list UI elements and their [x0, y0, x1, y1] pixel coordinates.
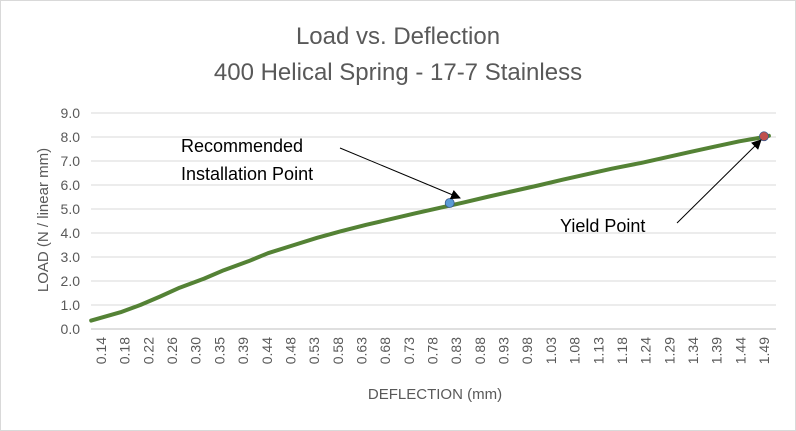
x-tick-label: 0.83: [448, 337, 464, 364]
x-tick-label: 0.22: [140, 337, 156, 364]
x-tick-label: 0.53: [306, 337, 322, 364]
annotation-recommended-line2: Installation Point: [181, 164, 313, 184]
annotation-recommended-arrow: [339, 147, 461, 200]
y-tick-labels: 0.0 1.0 2.0 3.0 4.0 5.0 6.0 7.0 8.0 9.0: [61, 105, 81, 337]
x-tick-label: 1.13: [590, 337, 606, 364]
y-tick-label: 0.0: [61, 321, 81, 337]
x-tick-label: 1.49: [756, 337, 772, 364]
x-tick-label: 0.26: [164, 337, 180, 364]
series-group: [89, 133, 771, 323]
x-tick-label: 0.18: [117, 337, 133, 364]
x-tick-label: 0.68: [377, 337, 393, 364]
x-tick-label: 1.24: [638, 337, 654, 364]
y-tick-label: 5.0: [61, 201, 81, 217]
grid-lines: [91, 112, 776, 306]
x-tick-label: 0.30: [188, 337, 204, 364]
y-tick-label: 7.0: [61, 153, 81, 169]
x-tick-label: 1.39: [709, 337, 725, 364]
annotation-yield-arrow: [676, 139, 762, 224]
chart-title: Load vs. Deflection: [296, 23, 500, 50]
x-tick-label: 0.73: [401, 337, 417, 364]
x-tick-label: 0.88: [472, 337, 488, 364]
installation-point-marker: [444, 198, 455, 208]
chart-subtitle: 400 Helical Spring - 17-7 Stainless: [214, 59, 582, 86]
x-tick-label: 0.58: [330, 337, 346, 364]
x-tick-labels: 0.14 0.18 0.22 0.26 0.30 0.35 0.39 0.44 0.48 0.53…: [93, 337, 772, 364]
y-tick-label: 3.0: [61, 249, 81, 265]
x-axis-label: DEFLECTION (mm): [368, 386, 502, 403]
x-tick-label: 0.14: [93, 337, 109, 364]
y-axis-label: LOAD (N / linear mm): [35, 148, 52, 292]
series-line-0: [89, 133, 771, 323]
x-tick-label: 0.35: [211, 337, 227, 364]
x-tick-label: 0.39: [235, 337, 251, 364]
x-tick-label: 0.78: [425, 337, 441, 364]
y-tick-label: 8.0: [61, 129, 81, 145]
x-tick-label: 1.08: [567, 337, 583, 364]
x-tick-label: 0.98: [519, 337, 535, 364]
y-tick-label: 4.0: [61, 225, 81, 241]
annotation-recommended-line1: Recommended: [181, 136, 303, 156]
x-tick-label: 0.48: [282, 337, 298, 364]
x-tick-label: 0.63: [353, 337, 369, 364]
annotation-yield-label: Yield Point: [560, 216, 645, 236]
y-tick-label: 6.0: [61, 177, 81, 193]
y-tick-label: 9.0: [61, 105, 81, 121]
x-tick-label: 1.29: [661, 337, 677, 364]
x-tick-label: 0.93: [496, 337, 512, 364]
y-tick-label: 1.0: [61, 297, 81, 313]
y-tick-label: 2.0: [61, 273, 81, 289]
x-tick-label: 1.34: [685, 337, 701, 364]
x-tick-label: 1.18: [614, 337, 630, 364]
points-group: [444, 131, 769, 208]
x-tick-label: 1.44: [732, 337, 748, 364]
x-tick-label: 0.44: [259, 337, 275, 364]
yield-point-marker: [759, 131, 769, 142]
x-tick-label: 1.03: [543, 337, 559, 364]
